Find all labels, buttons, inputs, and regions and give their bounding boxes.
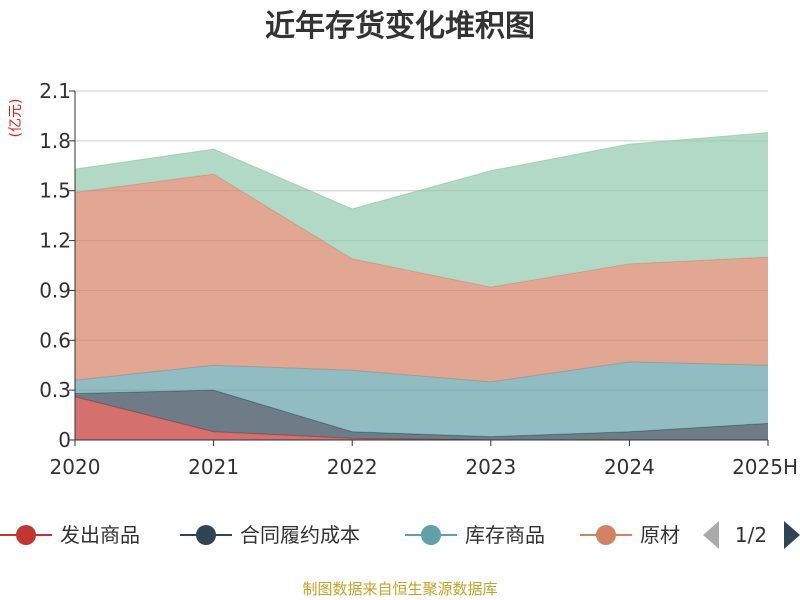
legend-items: 发出商品 合同履约成本 库存商品 原材 [0,523,680,547]
y-tick-label: 0.9 [39,278,71,302]
legend-label: 库存商品 [465,523,545,547]
legend-item[interactable]: 原材 [580,523,680,547]
legend: 发出商品 合同履约成本 库存商品 原材 [0,523,680,547]
legend-next-icon[interactable] [784,521,800,549]
area-line-4 [74,132,769,210]
area-series-2[interactable] [75,361,768,437]
legend-item[interactable]: 库存商品 [405,523,545,547]
y-tick-label: 1.2 [39,229,71,253]
x-tick-label: 2022 [327,455,378,479]
y-tick-label: 1.8 [39,129,71,153]
stacked-areas [74,132,769,441]
chart-title: 近年存货变化堆积图 [265,9,535,44]
legend-label: 合同履约成本 [240,523,360,547]
legend-pager: 1/2 [703,521,800,549]
legend-marker [421,525,441,545]
legend-label: 发出商品 [60,523,140,547]
y-axis-unit: (亿元) [8,99,24,138]
legend-item[interactable]: 发出商品 [0,523,140,547]
legend-marker [196,525,216,545]
legend-prev-icon[interactable] [703,521,719,549]
area-series-0[interactable] [75,396,768,440]
x-tick-label: 2023 [465,455,516,479]
legend-marker [16,525,36,545]
y-tick-label: 0.3 [39,378,71,402]
y-tick-label: 0 [58,428,71,452]
x-tick-label: 2020 [50,455,101,479]
area-series-1[interactable] [75,390,768,440]
data-source: 制图数据来自恒生聚源数据库 [302,580,497,598]
x-tick-label: 2024 [604,455,655,479]
legend-item[interactable]: 合同履约成本 [180,523,360,547]
legend-page-indicator: 1/2 [735,523,767,547]
x-tick-label: 2025H [732,455,798,479]
legend-marker [596,525,616,545]
axes: 0 0.3 0.6 0.9 1.2 1.5 1.8 2.1 2020 2021 2022 2023 20… [39,79,798,479]
legend-label: 原材 [640,523,680,547]
y-tick-label: 0.6 [39,328,71,352]
area-series-3[interactable] [75,174,768,382]
y-tick-label: 1.5 [39,179,71,203]
y-tick-label: 2.1 [39,79,71,103]
x-tick-label: 2021 [188,455,239,479]
area-series-4[interactable] [75,132,768,288]
